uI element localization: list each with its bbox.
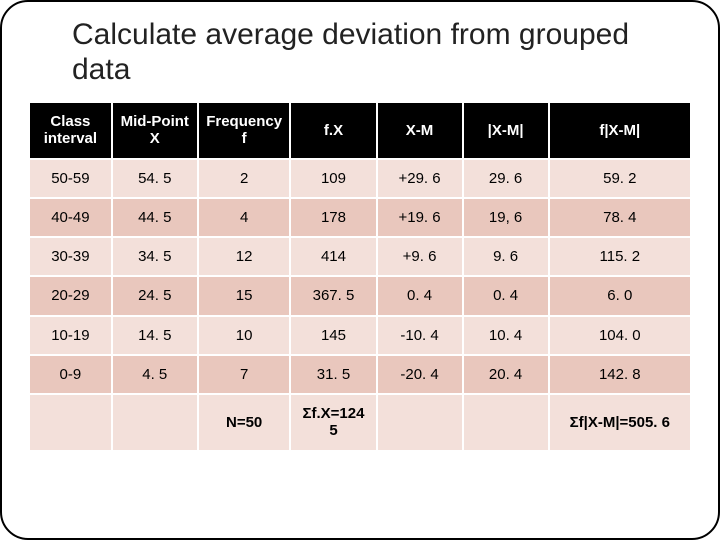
cell: 367. 5 bbox=[290, 276, 376, 315]
col-header: Class interval bbox=[29, 102, 112, 159]
slide-frame: Calculate average deviation from grouped… bbox=[0, 0, 720, 540]
table-row: 40-49 44. 5 4 178 +19. 6 19, 6 78. 4 bbox=[29, 198, 691, 237]
footer-cell bbox=[112, 394, 198, 451]
table-row: 20-29 24. 5 15 367. 5 0. 4 0. 4 6. 0 bbox=[29, 276, 691, 315]
col-header: Mid-Point X bbox=[112, 102, 198, 159]
col-header: f.X bbox=[290, 102, 376, 159]
cell: 44. 5 bbox=[112, 198, 198, 237]
cell: 0-9 bbox=[29, 355, 112, 394]
cell: 115. 2 bbox=[549, 237, 691, 276]
cell: 10-19 bbox=[29, 316, 112, 355]
cell: 19, 6 bbox=[463, 198, 549, 237]
cell: +19. 6 bbox=[377, 198, 463, 237]
col-header: f|X-M| bbox=[549, 102, 691, 159]
cell: 14. 5 bbox=[112, 316, 198, 355]
footer-cell bbox=[463, 394, 549, 451]
cell: -20. 4 bbox=[377, 355, 463, 394]
cell: 0. 4 bbox=[377, 276, 463, 315]
cell: 59. 2 bbox=[549, 159, 691, 198]
table-row: 30-39 34. 5 12 414 +9. 6 9. 6 115. 2 bbox=[29, 237, 691, 276]
table-header-row: Class interval Mid-Point X Frequency f f… bbox=[29, 102, 691, 159]
cell: 31. 5 bbox=[290, 355, 376, 394]
cell: 10. 4 bbox=[463, 316, 549, 355]
cell: 104. 0 bbox=[549, 316, 691, 355]
footer-cell: Σf|X-M|=505. 6 bbox=[549, 394, 691, 451]
cell: 78. 4 bbox=[549, 198, 691, 237]
cell: 414 bbox=[290, 237, 376, 276]
cell: 178 bbox=[290, 198, 376, 237]
table-container: Class interval Mid-Point X Frequency f f… bbox=[24, 101, 696, 452]
cell: 30-39 bbox=[29, 237, 112, 276]
footer-cell: N=50 bbox=[198, 394, 291, 451]
cell: 4. 5 bbox=[112, 355, 198, 394]
cell: 40-49 bbox=[29, 198, 112, 237]
cell: 2 bbox=[198, 159, 291, 198]
cell: 15 bbox=[198, 276, 291, 315]
col-header: |X-M| bbox=[463, 102, 549, 159]
deviation-table: Class interval Mid-Point X Frequency f f… bbox=[28, 101, 692, 452]
cell: 4 bbox=[198, 198, 291, 237]
table-row: 10-19 14. 5 10 145 -10. 4 10. 4 104. 0 bbox=[29, 316, 691, 355]
cell: 142. 8 bbox=[549, 355, 691, 394]
cell: 20. 4 bbox=[463, 355, 549, 394]
table-footer-row: N=50 Σf.X=124 5 Σf|X-M|=505. 6 bbox=[29, 394, 691, 451]
cell: 145 bbox=[290, 316, 376, 355]
footer-cell bbox=[377, 394, 463, 451]
cell: 20-29 bbox=[29, 276, 112, 315]
cell: 29. 6 bbox=[463, 159, 549, 198]
footer-cell: Σf.X=124 5 bbox=[290, 394, 376, 451]
cell: 109 bbox=[290, 159, 376, 198]
cell: -10. 4 bbox=[377, 316, 463, 355]
table-row: 0-9 4. 5 7 31. 5 -20. 4 20. 4 142. 8 bbox=[29, 355, 691, 394]
slide-title: Calculate average deviation from grouped… bbox=[72, 18, 688, 87]
cell: 54. 5 bbox=[112, 159, 198, 198]
col-header: Frequency f bbox=[198, 102, 291, 159]
cell: 10 bbox=[198, 316, 291, 355]
cell: 0. 4 bbox=[463, 276, 549, 315]
footer-cell bbox=[29, 394, 112, 451]
cell: 7 bbox=[198, 355, 291, 394]
cell: 24. 5 bbox=[112, 276, 198, 315]
cell: 50-59 bbox=[29, 159, 112, 198]
cell: 12 bbox=[198, 237, 291, 276]
cell: +29. 6 bbox=[377, 159, 463, 198]
cell: 6. 0 bbox=[549, 276, 691, 315]
cell: 9. 6 bbox=[463, 237, 549, 276]
cell: +9. 6 bbox=[377, 237, 463, 276]
col-header: X-M bbox=[377, 102, 463, 159]
table-row: 50-59 54. 5 2 109 +29. 6 29. 6 59. 2 bbox=[29, 159, 691, 198]
cell: 34. 5 bbox=[112, 237, 198, 276]
